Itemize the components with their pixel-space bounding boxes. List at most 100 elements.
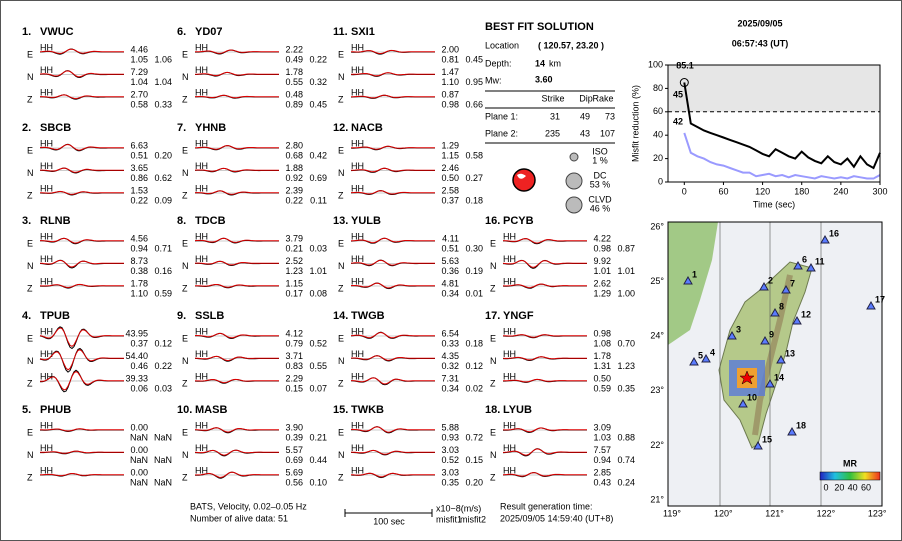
station-marker: [753, 440, 763, 450]
x-tick-label: 300: [872, 186, 887, 196]
amplitude: 2.46: [441, 163, 459, 173]
station-number: 11.: [333, 26, 348, 38]
station-number: 9.: [177, 310, 186, 322]
station-marker: [776, 354, 786, 364]
misfit2: 0.42: [309, 150, 327, 160]
synthetic-trace: [502, 472, 587, 477]
misfit1: 0.79: [285, 338, 303, 348]
channel-label: HH: [503, 276, 516, 286]
component-label: E: [338, 145, 344, 155]
synthetic-trace: [195, 260, 279, 266]
synthetic-trace: [40, 428, 124, 432]
channel-label: HH: [40, 65, 53, 75]
channel-label: HH: [40, 42, 53, 52]
misfit2: 0.69: [309, 173, 327, 183]
x-tick-label: 60: [718, 186, 728, 196]
misfit2-legend: misfit2: [460, 514, 486, 524]
component-percent: 1 %: [592, 155, 608, 165]
station-marker: [792, 315, 802, 325]
misfit2: 0.10: [309, 477, 327, 487]
station-marker: [793, 260, 803, 270]
channel-label: HH: [40, 443, 53, 453]
channel-label: HH: [40, 349, 53, 359]
component-label: N: [338, 261, 345, 271]
amplitude: 0.98: [593, 328, 611, 338]
station-number: 6.: [177, 26, 186, 38]
threshold-zone: [668, 65, 880, 112]
plane-value: 235: [545, 128, 560, 138]
misfit1: 0.94: [593, 455, 611, 465]
channel-label: HH: [503, 326, 516, 336]
channel-label: HH: [503, 443, 516, 453]
station-number: 16.: [485, 215, 500, 227]
amplitude: 9.92: [593, 256, 611, 266]
synthetic-trace: [40, 94, 124, 100]
channel-label: HH: [195, 65, 208, 75]
misfit1: 0.89: [285, 99, 303, 109]
station-number: 3.: [22, 215, 31, 227]
misfit2: 0.16: [154, 266, 172, 276]
amplitude: 7.57: [593, 445, 611, 455]
component-label: Z: [182, 378, 188, 388]
channel-label: HH: [503, 371, 516, 381]
channel-label: HH: [351, 231, 364, 241]
component-label: Z: [182, 472, 188, 482]
station-name: TDCB: [195, 215, 226, 227]
station-name: TPUB: [40, 310, 70, 322]
channel-label: HH: [40, 87, 53, 97]
channel-label: HH: [195, 465, 208, 475]
misfit1: 0.68: [285, 150, 303, 160]
amplitude: 4.81: [441, 278, 459, 288]
y-tick-label: 100: [648, 59, 663, 69]
depth-label: Depth:: [485, 58, 512, 68]
amplitude: 3.71: [285, 351, 303, 361]
synthetic-trace: [194, 237, 279, 243]
synthetic-trace: [195, 94, 279, 99]
amplitude: 54.40: [125, 351, 148, 361]
misfit2: 0.11: [310, 195, 327, 205]
amplitude: 3.03: [441, 467, 459, 477]
channel-label: HH: [351, 254, 364, 264]
misfit2: 0.22: [154, 361, 172, 371]
misfit1: 0.69: [285, 455, 303, 465]
amplitude: 0.48: [285, 89, 303, 99]
channel-label: HH: [40, 254, 53, 264]
component-label: N: [182, 356, 189, 366]
component-label: N: [182, 261, 189, 271]
station-marker-label: 4: [710, 347, 715, 357]
amplitude: 2.00: [441, 44, 459, 54]
misfit1: 0.34: [441, 288, 459, 298]
amplitude: 39.33: [125, 373, 148, 383]
station-marker: [727, 330, 737, 340]
amplitude: 4.56: [130, 233, 148, 243]
misfit1: 0.93: [441, 432, 459, 442]
station-marker: [765, 378, 775, 388]
station-marker-label: 17: [875, 294, 885, 304]
amplitude: 0.87: [441, 89, 459, 99]
plane-value: 49: [580, 111, 590, 121]
misfit1: NaN: [130, 477, 148, 487]
station-marker-label: 12: [801, 309, 811, 319]
component-label: Z: [182, 94, 188, 104]
synthetic-trace: [195, 145, 279, 150]
component-label: Z: [182, 190, 188, 200]
channel-label: HH: [195, 231, 208, 241]
amplitude: 5.88: [441, 422, 459, 432]
station-marker: [683, 275, 693, 285]
component-label: E: [27, 238, 33, 248]
station-name: RLNB: [40, 215, 71, 227]
synthetic-trace: [195, 471, 279, 478]
amplitude: 7.29: [130, 67, 148, 77]
lon-tick-label: 121°: [765, 508, 784, 518]
table-header: Strike: [541, 93, 564, 103]
channel-label: HH: [195, 326, 208, 336]
station-marker: [781, 284, 791, 294]
channel-label: HH: [351, 87, 364, 97]
misfit-line: [683, 82, 881, 170]
amplitude: 1.78: [130, 278, 148, 288]
channel-label: HH: [503, 254, 516, 264]
station-marker-label: 15: [762, 434, 772, 444]
station-number: 14.: [333, 310, 348, 322]
amplitude: 4.35: [441, 351, 459, 361]
synthetic-trace: [40, 371, 124, 391]
